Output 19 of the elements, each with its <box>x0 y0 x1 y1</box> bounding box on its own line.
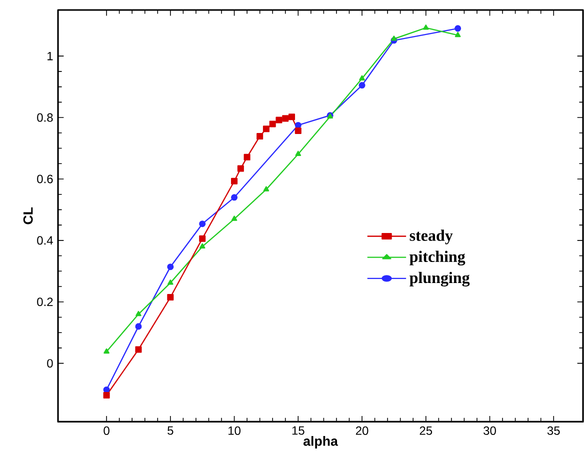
y-axis-title: CL <box>23 207 33 224</box>
y-tick-label: 0.8 <box>37 113 53 122</box>
y-tick-label: 0.2 <box>37 298 53 306</box>
x-tick-label: 5 <box>168 426 174 435</box>
x-tick-label: 10 <box>228 426 240 435</box>
x-tick-label: 25 <box>420 426 432 435</box>
legend-label: steady <box>410 230 453 244</box>
y-tick-label: 0.6 <box>37 174 53 184</box>
y-tick-label: 1 <box>48 52 53 60</box>
x-axis-title: alpha <box>303 436 338 448</box>
x-tick-label: 20 <box>356 426 368 435</box>
y-tick-label: 0.4 <box>37 236 53 245</box>
x-tick-label: 15 <box>292 426 304 435</box>
y-tick-label: 0 <box>47 359 53 368</box>
legend-label: pitching <box>410 250 466 266</box>
x-tick-label: 30 <box>484 426 496 435</box>
legend-label: plunging <box>410 272 470 287</box>
x-tick-label: 35 <box>547 426 560 435</box>
x-tick-label: 0 <box>104 426 110 435</box>
